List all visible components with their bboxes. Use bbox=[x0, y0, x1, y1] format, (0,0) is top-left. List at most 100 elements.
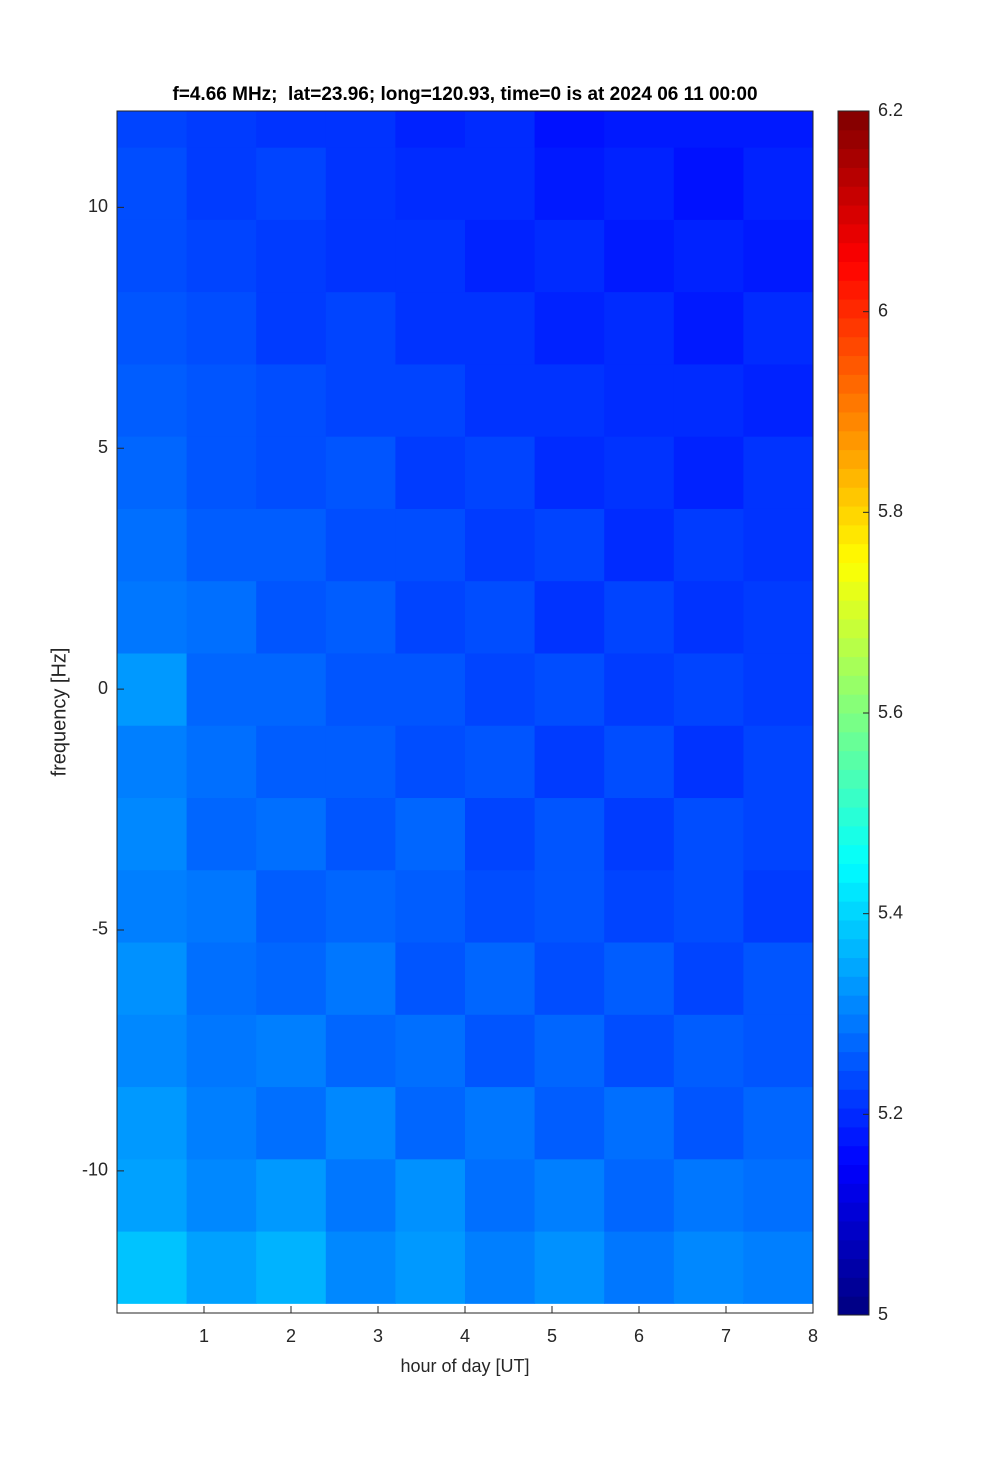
heat-cell bbox=[256, 436, 327, 509]
heat-cell bbox=[743, 652, 813, 726]
heat-cell bbox=[325, 942, 396, 1015]
heat-cell bbox=[534, 436, 605, 509]
heat-cell bbox=[186, 797, 257, 871]
colorbar-step bbox=[838, 618, 869, 639]
heat-cell bbox=[117, 291, 188, 365]
heat-cell bbox=[325, 1086, 396, 1160]
heat-cell bbox=[465, 363, 536, 437]
heat-cell bbox=[186, 436, 257, 509]
colorbar-step bbox=[838, 1051, 869, 1071]
heat-cell bbox=[256, 219, 327, 293]
y-tick-label: -5 bbox=[92, 919, 108, 939]
heat-cell bbox=[743, 1231, 813, 1304]
colorbar-step bbox=[838, 1277, 869, 1297]
heat-cell bbox=[395, 1231, 466, 1304]
heat-cell bbox=[465, 1231, 536, 1304]
colorbar-tick-label: 6.2 bbox=[878, 100, 903, 120]
heat-cell bbox=[186, 508, 257, 582]
heat-cell bbox=[673, 363, 744, 437]
heat-cell bbox=[465, 1014, 536, 1088]
heat-cell bbox=[395, 111, 466, 148]
heat-cell bbox=[256, 652, 327, 726]
heat-cell bbox=[465, 291, 536, 365]
heat-cell bbox=[256, 147, 327, 220]
heat-cell bbox=[534, 1158, 605, 1232]
heat-cell bbox=[604, 508, 675, 582]
heat-cell bbox=[186, 1014, 257, 1088]
heat-cell bbox=[117, 508, 188, 582]
heat-cell bbox=[186, 942, 257, 1015]
heat-cell bbox=[743, 147, 813, 220]
colorbar-tick-label: 5.2 bbox=[878, 1103, 903, 1123]
heat-cell bbox=[534, 797, 605, 871]
heat-cell bbox=[117, 797, 188, 871]
heat-cell bbox=[186, 363, 257, 437]
heat-cell bbox=[395, 1158, 466, 1232]
heat-cell bbox=[395, 1014, 466, 1088]
heat-cell bbox=[743, 580, 813, 654]
heat-cell bbox=[673, 1231, 744, 1304]
heat-cell bbox=[534, 1086, 605, 1160]
heat-cell bbox=[117, 1231, 188, 1304]
heat-cell bbox=[186, 147, 257, 220]
heat-cell bbox=[117, 1086, 188, 1160]
heat-cell bbox=[465, 869, 536, 943]
heat-cell bbox=[604, 1086, 675, 1160]
colorbar-step bbox=[838, 148, 869, 168]
heat-cell bbox=[395, 942, 466, 1015]
colorbar-step bbox=[838, 1183, 869, 1203]
heat-cell bbox=[465, 219, 536, 293]
colorbar-tick-label: 5 bbox=[878, 1304, 888, 1324]
x-tick-label: 5 bbox=[547, 1326, 557, 1346]
heat-cell bbox=[534, 652, 605, 726]
colorbar-step bbox=[838, 1145, 869, 1165]
heat-cell bbox=[395, 436, 466, 509]
heat-cell bbox=[534, 1014, 605, 1088]
colorbar-step bbox=[838, 205, 869, 225]
colorbar-step bbox=[838, 1070, 869, 1090]
heat-cell bbox=[673, 725, 744, 799]
heat-cell bbox=[395, 652, 466, 726]
heat-cell bbox=[117, 1158, 188, 1232]
heat-cell bbox=[604, 291, 675, 365]
colorbar-step bbox=[838, 731, 869, 752]
heat-cell bbox=[117, 1014, 188, 1088]
heat-cell bbox=[395, 580, 466, 654]
heat-cell bbox=[604, 111, 675, 148]
colorbar-step bbox=[838, 976, 869, 996]
heat-cell bbox=[186, 652, 257, 726]
y-tick-label: 5 bbox=[98, 437, 108, 457]
colorbar-step bbox=[838, 449, 869, 469]
heat-cell bbox=[743, 436, 813, 509]
colorbar-step bbox=[838, 769, 869, 789]
colorbar-step bbox=[838, 524, 869, 545]
x-tick-label: 8 bbox=[808, 1326, 818, 1346]
x-tick-label: 2 bbox=[286, 1326, 296, 1346]
colorbar-step bbox=[838, 1239, 869, 1260]
colorbar-step bbox=[838, 186, 869, 206]
colorbar-step bbox=[838, 750, 869, 770]
colorbar-step bbox=[838, 1089, 869, 1109]
x-tick-label: 4 bbox=[460, 1326, 470, 1346]
heat-cell bbox=[256, 942, 327, 1015]
colorbar-step bbox=[838, 280, 869, 300]
colorbar-step bbox=[838, 675, 869, 695]
heat-cell bbox=[465, 652, 536, 726]
colorbar-step bbox=[838, 957, 869, 977]
heat-cell bbox=[256, 725, 327, 799]
heat-cell bbox=[673, 942, 744, 1015]
heat-cell bbox=[534, 580, 605, 654]
heat-cell bbox=[534, 725, 605, 799]
heat-cell bbox=[186, 1231, 257, 1304]
heat-cell bbox=[743, 942, 813, 1015]
colorbar-step bbox=[838, 938, 869, 959]
heat-cell bbox=[186, 291, 257, 365]
colorbar-step bbox=[838, 336, 869, 357]
colorbar-step bbox=[838, 919, 869, 940]
colorbar-step bbox=[838, 844, 869, 864]
heat-cell bbox=[465, 725, 536, 799]
heat-cell bbox=[743, 508, 813, 582]
heat-cell bbox=[256, 508, 327, 582]
colorbar-step bbox=[838, 543, 869, 563]
